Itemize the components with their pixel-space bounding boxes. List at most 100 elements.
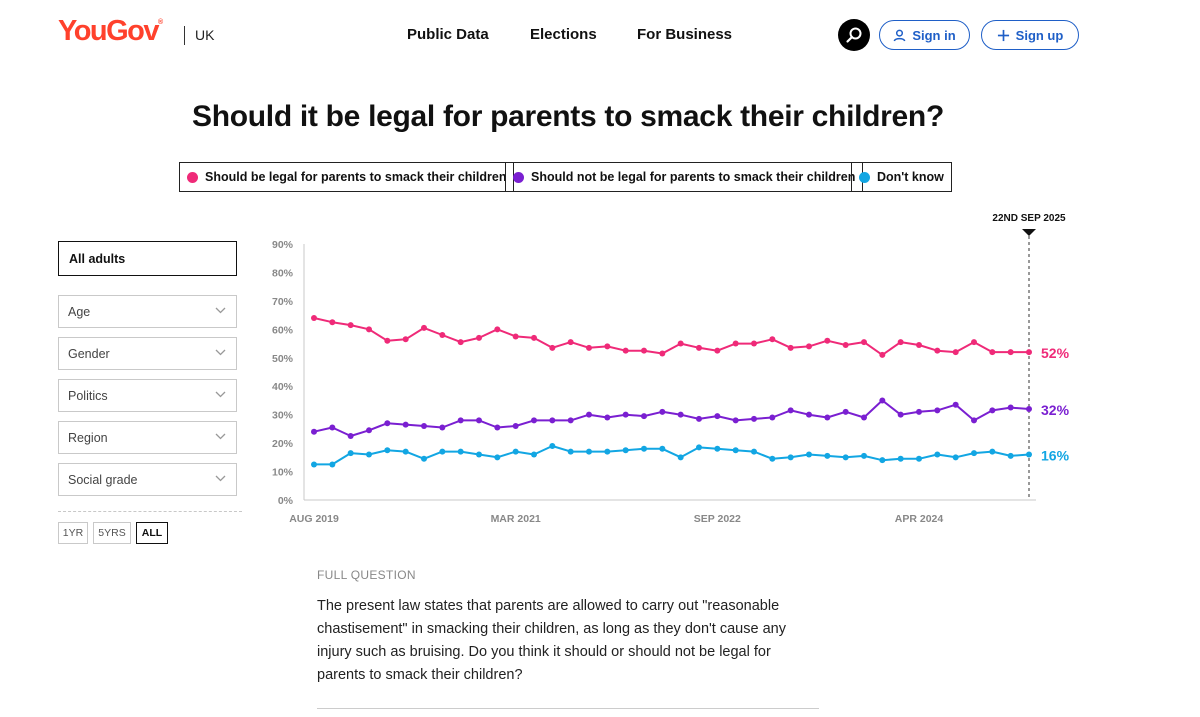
header-divider (184, 26, 185, 45)
nav-public-data[interactable]: Public Data (407, 26, 489, 43)
politics-select-label: Politics (68, 388, 108, 403)
search-button[interactable] (838, 19, 870, 51)
data-point-legal (457, 339, 464, 346)
series-line-legal (313, 317, 1029, 356)
data-point-dont-know (989, 448, 996, 455)
data-point-dont-know (934, 451, 941, 458)
sign-in-button[interactable]: Sign in (879, 20, 970, 50)
series-line-dont-know (314, 445, 1030, 466)
data-point-not-legal (1026, 405, 1032, 412)
end-label-not-legal: 32% (1041, 402, 1070, 418)
data-point-not-legal (787, 407, 794, 414)
data-point-not-legal (897, 411, 904, 418)
data-point-not-legal (879, 397, 886, 404)
data-point-legal (586, 344, 592, 351)
y-tick-label: 60% (272, 324, 294, 336)
page-title: Should it be legal for parents to smack … (192, 100, 944, 133)
data-point-not-legal (714, 413, 721, 420)
data-point-legal (971, 339, 977, 346)
data-point-dont-know (494, 454, 501, 461)
sign-up-label: Sign up (1015, 27, 1064, 43)
data-point-not-legal (494, 424, 501, 431)
audience-filter[interactable]: All adults (58, 241, 237, 276)
data-point-dont-know (879, 457, 886, 464)
data-point-not-legal (861, 414, 867, 421)
data-point-dont-know (531, 451, 537, 458)
age-select-label: Age (68, 304, 91, 319)
data-point-legal (567, 339, 574, 346)
range-all-button[interactable]: ALL (136, 522, 168, 544)
data-point-not-legal (732, 417, 739, 424)
data-point-not-legal (311, 428, 317, 435)
bottom-divider (317, 708, 819, 709)
data-point-not-legal (971, 417, 977, 424)
y-tick-label: 20% (272, 438, 294, 450)
data-point-legal (751, 340, 757, 347)
data-point-legal (531, 334, 537, 341)
data-point-not-legal (384, 420, 391, 427)
end-label-dont-know: 16% (1041, 447, 1070, 463)
region-select[interactable]: Region (58, 421, 237, 454)
data-point-dont-know (787, 454, 794, 461)
data-point-not-legal (806, 411, 812, 418)
data-point-not-legal (989, 407, 996, 414)
data-point-dont-know (586, 448, 592, 455)
data-point-legal (384, 337, 391, 344)
data-point-legal (677, 340, 684, 347)
data-point-not-legal (916, 408, 922, 415)
x-tick-label: APR 2024 (895, 513, 944, 525)
data-point-dont-know (732, 447, 739, 454)
nav-elections[interactable]: Elections (530, 26, 597, 43)
data-point-legal (861, 339, 867, 346)
data-point-legal (329, 319, 336, 326)
data-point-dont-know (751, 448, 757, 455)
nav-for-business[interactable]: For Business (637, 26, 733, 43)
data-point-dont-know (402, 448, 409, 455)
data-point-not-legal (696, 415, 702, 422)
sidebar-separator (58, 511, 242, 512)
data-point-not-legal (402, 421, 409, 428)
data-point-dont-know (604, 448, 611, 455)
x-tick-label: AUG 2019 (289, 513, 339, 525)
social-grade-select[interactable]: Social grade (58, 463, 237, 496)
y-tick-label: 40% (272, 381, 294, 393)
data-point-not-legal (622, 411, 629, 418)
data-point-dont-know (1026, 451, 1032, 458)
data-point-not-legal (421, 423, 427, 430)
legend-item-legal[interactable]: Should be legal for parents to smack the… (179, 162, 515, 192)
gender-select-label: Gender (68, 346, 110, 361)
politics-select[interactable]: Politics (58, 379, 237, 412)
legend-dot-dont-know (859, 171, 870, 183)
region-label[interactable]: UK (195, 27, 215, 43)
data-point-not-legal (769, 414, 776, 421)
data-point-legal (512, 333, 519, 340)
data-point-not-legal (347, 433, 354, 439)
data-point-dont-know (567, 448, 574, 455)
data-point-dont-know (311, 461, 317, 468)
chevron-down-icon (215, 349, 226, 356)
data-point-dont-know (622, 447, 629, 454)
age-select[interactable]: Age (58, 295, 237, 328)
range-5yrs-button[interactable]: 5YRS (93, 522, 131, 544)
data-point-legal (421, 324, 427, 331)
data-point-not-legal (476, 417, 482, 424)
data-point-not-legal (842, 408, 849, 415)
legend-item-dont-know[interactable]: Don't know (851, 162, 952, 192)
data-point-dont-know (457, 448, 464, 455)
sign-up-button[interactable]: Sign up (981, 20, 1079, 50)
data-point-dont-know (769, 455, 776, 462)
data-point-not-legal (751, 415, 757, 422)
yougov-logo[interactable]: YouGov® (58, 15, 164, 47)
data-point-dont-know (476, 451, 482, 458)
y-tick-label: 90% (272, 239, 294, 251)
gender-select[interactable]: Gender (58, 337, 237, 370)
y-tick-label: 0% (278, 495, 294, 507)
legend-item-not-legal[interactable]: Should not be legal for parents to smack… (505, 162, 864, 192)
legend-label-legal: Should be legal for parents to smack the… (205, 170, 507, 184)
data-point-dont-know (824, 452, 831, 459)
data-point-not-legal (567, 417, 574, 424)
data-point-dont-know (384, 447, 391, 454)
range-1yr-button[interactable]: 1YR (58, 522, 88, 544)
end-label-legal: 52% (1041, 345, 1070, 361)
data-point-not-legal (1007, 404, 1014, 411)
